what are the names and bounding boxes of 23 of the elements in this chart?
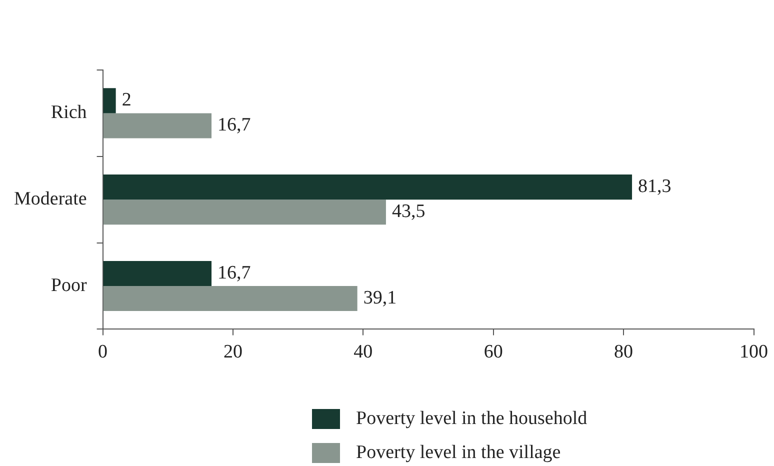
y-tick-label: Moderate — [14, 188, 87, 210]
bar — [103, 286, 358, 312]
x-tick-label: 20 — [223, 342, 242, 363]
bar — [103, 174, 632, 200]
y-tick-label: Poor — [50, 274, 88, 296]
x-tick-label: 40 — [354, 342, 373, 363]
data-label: 2 — [122, 90, 132, 111]
x-tick-label: 0 — [98, 342, 108, 363]
data-label: 39,1 — [363, 288, 397, 309]
data-label: 43,5 — [392, 201, 426, 222]
x-tick-label: 60 — [484, 342, 503, 363]
data-label: 16,7 — [218, 262, 251, 284]
legend-label: Poverty level in the village — [356, 442, 561, 464]
data-label: 81,3 — [638, 176, 672, 198]
data-label: 16,7 — [218, 114, 251, 136]
bar — [103, 88, 116, 114]
bar — [103, 113, 212, 138]
y-tick-label: Rich — [50, 102, 88, 124]
bar — [103, 200, 386, 225]
x-tick-label: 80 — [614, 342, 634, 363]
x-tick-label: 100 — [740, 342, 768, 363]
bar — [103, 260, 212, 286]
legend-label: Poverty level in the household — [356, 408, 588, 430]
